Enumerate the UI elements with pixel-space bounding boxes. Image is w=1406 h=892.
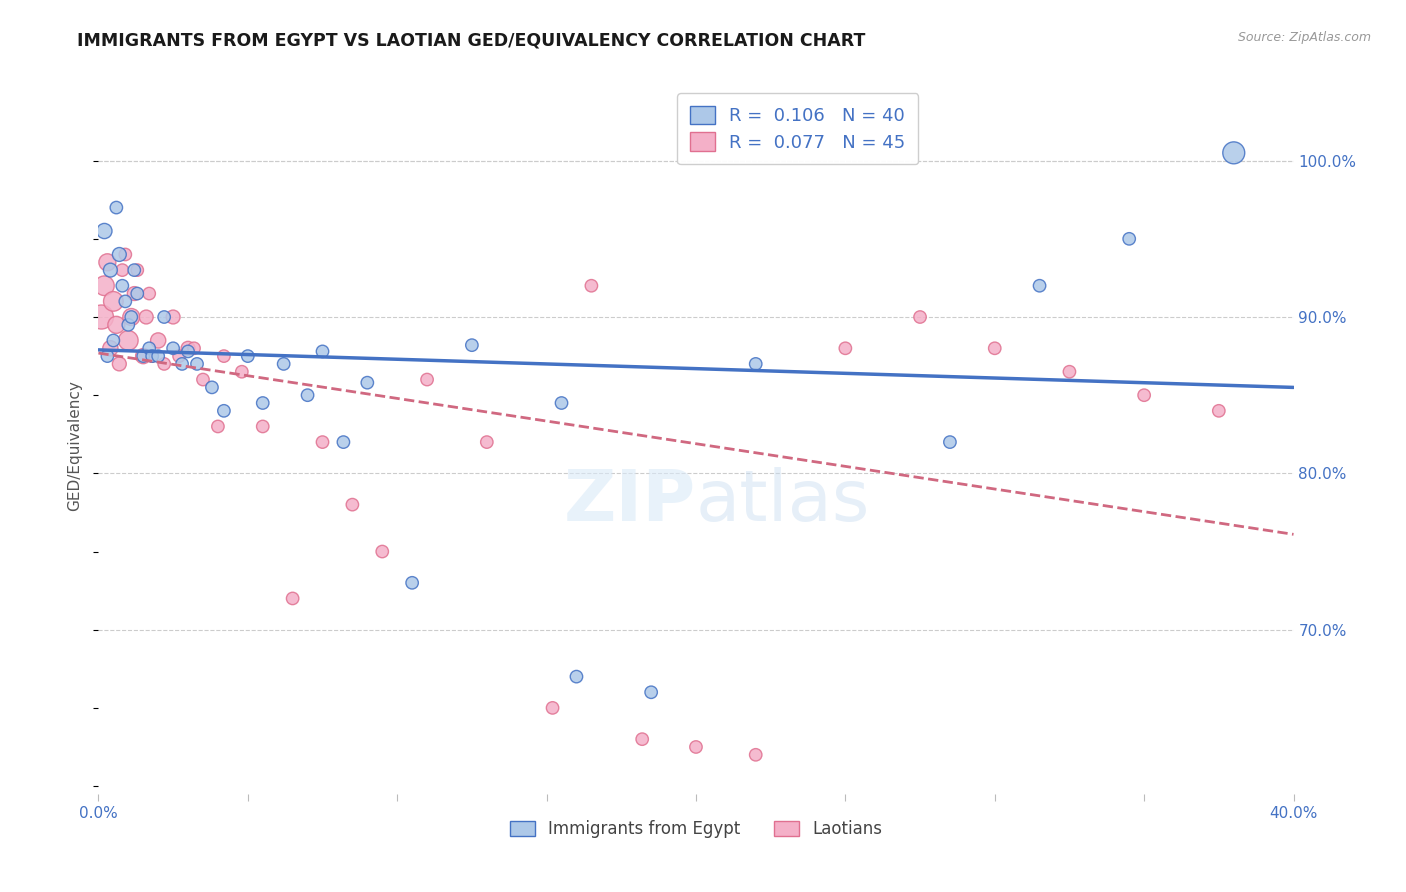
Point (177, 341, 200, 355)
Point (148, 349, 170, 363)
Point (111, 263, 134, 277)
Point (114, 294, 136, 309)
Point (124, 286, 146, 301)
Point (1208, 404, 1230, 418)
Point (105, 318, 128, 332)
Point (201, 380, 224, 394)
Point (135, 310, 157, 324)
Point (541, 701, 564, 715)
Point (212, 349, 235, 363)
Point (183, 341, 205, 355)
Point (565, 670, 588, 684)
Point (138, 341, 160, 355)
Point (342, 498, 364, 512)
Point (631, 732, 654, 747)
Point (132, 349, 155, 363)
Point (685, 739, 707, 754)
Point (984, 341, 1007, 355)
Point (186, 357, 208, 371)
Point (141, 349, 163, 363)
Point (1028, 278, 1050, 293)
Point (311, 435, 333, 450)
Point (111, 278, 134, 293)
Point (1223, 145, 1246, 160)
Point (90, 310, 112, 324)
Point (138, 286, 160, 301)
Point (127, 286, 149, 301)
Point (745, 747, 768, 762)
Point (117, 334, 139, 348)
Point (98, 263, 122, 277)
Point (127, 263, 149, 277)
Point (177, 344, 200, 359)
Point (401, 575, 423, 590)
Point (120, 310, 142, 324)
Point (745, 357, 768, 371)
Point (191, 373, 214, 387)
Point (640, 685, 662, 699)
Point (124, 263, 146, 277)
Point (475, 435, 498, 450)
Point (96, 349, 118, 363)
Point (1059, 365, 1081, 379)
Point (108, 357, 131, 371)
Point (153, 310, 176, 324)
Legend: Immigrants from Egypt, Laotians: Immigrants from Egypt, Laotians (503, 814, 889, 845)
Point (162, 341, 184, 355)
Point (252, 396, 274, 410)
Point (172, 357, 194, 371)
Text: Source: ZipAtlas.com: Source: ZipAtlas.com (1237, 31, 1371, 45)
Point (98, 341, 122, 355)
Point (120, 310, 142, 324)
Point (550, 396, 572, 410)
Point (273, 357, 295, 371)
Point (581, 278, 603, 293)
Point (834, 341, 856, 355)
Point (162, 310, 184, 324)
Point (908, 310, 931, 324)
Point (108, 247, 131, 261)
Point (114, 247, 136, 261)
Point (311, 344, 333, 359)
Point (96, 255, 118, 269)
Point (236, 349, 259, 363)
Point (105, 201, 128, 215)
Text: IMMIGRANTS FROM EGYPT VS LAOTIAN GED/EQUIVALENCY CORRELATION CHART: IMMIGRANTS FROM EGYPT VS LAOTIAN GED/EQU… (77, 31, 866, 49)
Point (207, 419, 229, 434)
Text: atlas: atlas (696, 467, 870, 536)
Point (371, 544, 394, 558)
Point (167, 349, 190, 363)
Point (939, 435, 962, 450)
Point (297, 388, 319, 402)
Point (356, 376, 378, 390)
Point (103, 294, 125, 309)
Point (332, 435, 354, 450)
Point (93, 278, 115, 293)
Point (1118, 232, 1140, 246)
Point (148, 334, 170, 348)
Point (281, 591, 304, 606)
Point (461, 338, 484, 352)
Point (212, 404, 235, 418)
Point (103, 334, 125, 348)
Point (416, 373, 439, 387)
Point (132, 349, 155, 363)
Y-axis label: GED/Equivalency: GED/Equivalency (67, 381, 83, 511)
Point (153, 357, 176, 371)
Point (117, 318, 139, 332)
Point (93, 224, 115, 238)
Point (141, 349, 163, 363)
Point (231, 365, 253, 379)
Point (1133, 388, 1156, 402)
Text: ZIP: ZIP (564, 467, 696, 536)
Point (252, 419, 274, 434)
